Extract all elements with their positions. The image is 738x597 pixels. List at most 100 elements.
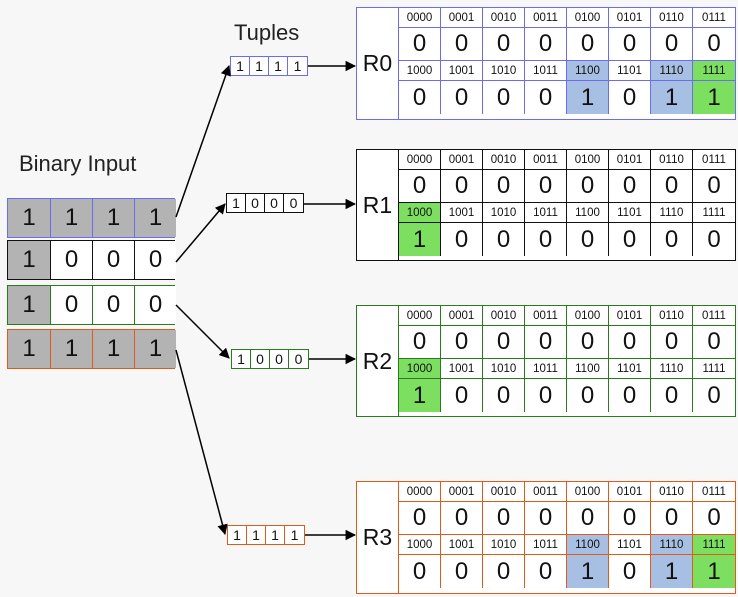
ram-address: 0011 — [525, 8, 567, 28]
ram-address: 1111 — [693, 203, 735, 223]
ram-value: 0 — [441, 223, 483, 256]
ram-value: 1 — [651, 81, 693, 114]
ram-value: 0 — [441, 326, 483, 359]
tuple-bit: 0 — [265, 194, 284, 212]
tuple-bit: 1 — [266, 526, 285, 544]
tuple-bit: 0 — [294, 351, 303, 367]
ram-value: 1 — [399, 379, 441, 412]
ram-value: 0 — [441, 81, 483, 114]
ram-value: 0 — [441, 28, 483, 61]
ram-value: 0 — [525, 223, 567, 256]
input-cell: 0 — [50, 241, 92, 279]
ram-value: 0 — [483, 170, 525, 203]
ram-address: 1010 — [483, 203, 525, 223]
tuple-bit: 0 — [289, 195, 298, 211]
tuple-bit: 1 — [228, 526, 247, 544]
ram-address: 1011 — [525, 203, 567, 223]
ram-grid: 0000 0001 0010 0011 0100 0101 0110 0111 0 0 0 0 0 0 0 0… — [399, 482, 735, 593]
ram-value: 0 — [609, 81, 651, 114]
ram-address: 0001 — [441, 8, 483, 28]
input-cell: 1 — [50, 199, 92, 237]
ram-value: 1 — [693, 555, 735, 588]
ram-value: 0 — [399, 326, 441, 359]
ram-address: 0110 — [651, 482, 693, 502]
ram-address: 1001 — [441, 61, 483, 81]
ram-value: 0 — [567, 379, 609, 412]
ram-address: 0011 — [525, 306, 567, 326]
ram-address: 1011 — [525, 359, 567, 379]
ram-value: 1 — [567, 555, 609, 588]
ram-value: 0 — [567, 28, 609, 61]
ram-address: 0000 — [399, 482, 441, 502]
arrow-input-to-tuple-3 — [175, 349, 228, 536]
input-cell: 0 — [134, 286, 176, 324]
ram-value: 0 — [693, 502, 735, 535]
ram-value: 0 — [609, 326, 651, 359]
input-row-0: 1 1 1 1 — [7, 198, 176, 238]
arrow-input-to-tuple-0 — [175, 65, 231, 218]
ram-value: 0 — [441, 502, 483, 535]
ram-address: 1001 — [441, 203, 483, 223]
ram-value: 0 — [399, 555, 441, 588]
ram-value: 1 — [651, 555, 693, 588]
tuple-bit: 0 — [251, 350, 270, 368]
ram-grid: 0000 0001 0010 0011 0100 0101 0110 0111 0 0 0 0 0 0 0 0… — [399, 150, 735, 260]
input-cell: 1 — [134, 199, 176, 237]
ram-value: 0 — [483, 555, 525, 588]
tuples-title: Tuples — [234, 20, 300, 45]
ram-value: 0 — [483, 223, 525, 256]
ram-value: 0 — [441, 170, 483, 203]
ram-address: 1111 — [693, 61, 735, 81]
ram-value: 0 — [609, 502, 651, 535]
input-cell: 1 — [8, 330, 50, 368]
arrow-input-to-tuple-2 — [175, 304, 230, 359]
ram-address: 0011 — [525, 150, 567, 170]
ram-value: 0 — [525, 81, 567, 114]
ram-value: 0 — [567, 326, 609, 359]
ram-address: 1110 — [651, 61, 693, 81]
input-cell: 1 — [92, 199, 134, 237]
ram-address: 1001 — [441, 535, 483, 555]
ram-address: 0001 — [441, 482, 483, 502]
ram-value: 0 — [651, 326, 693, 359]
tuple-0: 1 1 1 1 — [230, 56, 308, 76]
ram-value: 0 — [483, 28, 525, 61]
ram-grid: 0000 0001 0010 0011 0100 0101 0110 0111 0 0 0 0 0 0 0 0… — [399, 306, 735, 416]
ram-address: 0010 — [483, 8, 525, 28]
ram-value: 0 — [707, 225, 721, 253]
arrow-input-to-tuple-1 — [175, 203, 226, 263]
ram-value: 0 — [609, 379, 651, 412]
ram-address: 0001 — [441, 150, 483, 170]
ram-address: 1011 — [525, 535, 567, 555]
ram-address: 1010 — [483, 359, 525, 379]
input-cell: 0 — [134, 241, 176, 279]
ram-value: 0 — [483, 81, 525, 114]
tuple-bit: 1 — [231, 57, 250, 75]
tuple-bit: 1 — [232, 350, 251, 368]
tuple-1: 1 0 0 0 — [226, 193, 304, 213]
ram-value: 0 — [525, 326, 567, 359]
input-row-2: 1 0 0 0 — [7, 285, 176, 325]
ram-label: R0 — [357, 8, 399, 119]
ram-address: 0100 — [567, 482, 609, 502]
ram-address: 1011 — [525, 61, 567, 81]
ram-value: 1 — [567, 81, 609, 114]
ram-value: 0 — [399, 502, 441, 535]
ram-address: 0111 — [693, 306, 735, 326]
ram-address: 0101 — [609, 482, 651, 502]
tuple-bit: 0 — [246, 194, 265, 212]
ram-address: 1111 — [693, 535, 735, 555]
ram-address: 0100 — [567, 306, 609, 326]
ram-value: 0 — [483, 326, 525, 359]
ram-address: 1101 — [609, 535, 651, 555]
ram-address: 0101 — [609, 150, 651, 170]
ram-address: 0000 — [399, 150, 441, 170]
tuple-bit: 1 — [269, 57, 288, 75]
ram-address: 1101 — [609, 359, 651, 379]
input-row-1: 1 0 0 0 — [7, 240, 176, 280]
ram-address: 1101 — [609, 61, 651, 81]
ram-value: 0 — [609, 28, 651, 61]
ram-value: 0 — [483, 502, 525, 535]
ram-table-r3: R3 0000 0001 0010 0011 0100 0101 0110 0111 0 0 0 0 0… — [356, 481, 736, 594]
input-cell: 1 — [8, 241, 50, 279]
